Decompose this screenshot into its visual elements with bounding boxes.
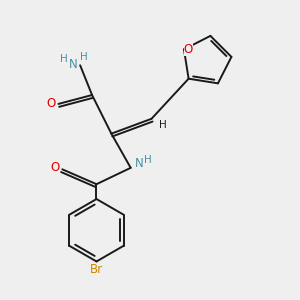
- Text: Br: Br: [90, 263, 103, 276]
- Text: H: H: [60, 54, 68, 64]
- Text: H: H: [80, 52, 88, 62]
- Text: N: N: [69, 58, 78, 71]
- Text: H: H: [144, 154, 152, 164]
- Text: N: N: [135, 157, 143, 170]
- Text: O: O: [46, 98, 56, 110]
- Text: O: O: [184, 43, 193, 56]
- Text: H: H: [159, 120, 167, 130]
- Text: O: O: [50, 161, 59, 174]
